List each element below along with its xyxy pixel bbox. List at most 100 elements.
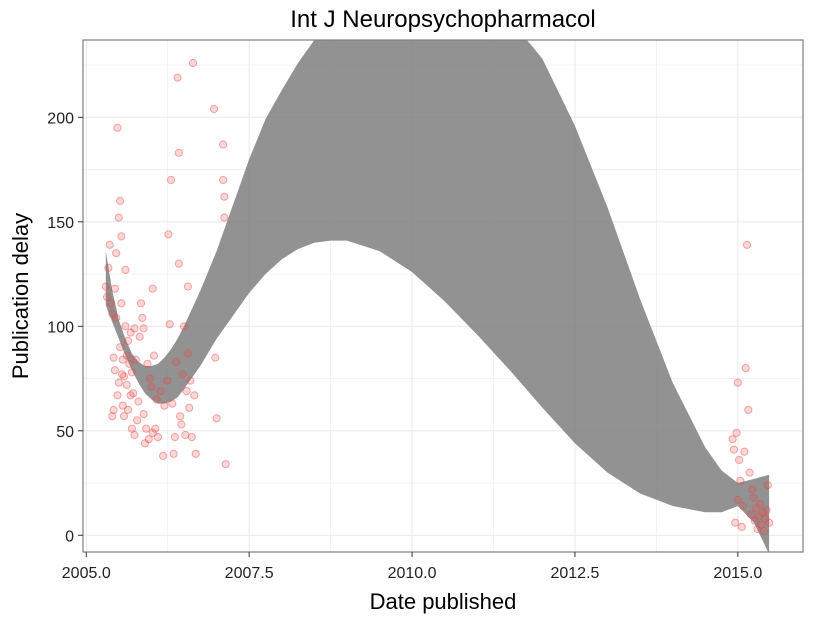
data-point <box>759 527 769 536</box>
data-point <box>160 401 169 410</box>
data-point <box>108 309 117 318</box>
data-point <box>187 433 196 442</box>
data-point <box>148 428 157 437</box>
data-point <box>172 357 181 366</box>
data-point <box>733 378 742 387</box>
data-point <box>176 412 185 421</box>
data-point <box>116 343 125 352</box>
y-axis: 0 50 100 150 200 <box>47 110 83 545</box>
data-point <box>129 389 138 398</box>
data-point <box>164 230 173 239</box>
data-point <box>109 405 118 414</box>
scatter-points <box>101 58 774 536</box>
data-point <box>166 175 176 185</box>
data-point <box>133 416 142 425</box>
data-point <box>119 412 129 421</box>
data-point <box>134 397 143 406</box>
data-point <box>220 192 229 201</box>
data-point <box>755 499 765 508</box>
data-point <box>149 351 159 360</box>
data-point <box>173 73 182 82</box>
data-point <box>142 424 151 433</box>
data-point <box>139 410 148 419</box>
data-point <box>109 353 118 362</box>
data-point <box>117 299 126 308</box>
data-point <box>220 213 229 222</box>
data-point <box>152 395 161 404</box>
y-tick-label: 150 <box>47 215 74 232</box>
data-point <box>737 522 746 532</box>
data-point <box>211 353 220 362</box>
data-point <box>741 364 750 373</box>
data-point <box>101 282 110 291</box>
data-point <box>190 391 199 400</box>
data-point <box>153 433 162 442</box>
data-point <box>174 259 183 268</box>
data-point <box>763 481 772 490</box>
data-point <box>729 445 739 454</box>
data-point <box>130 430 139 440</box>
data-point <box>219 140 228 149</box>
data-point <box>177 420 186 429</box>
data-point <box>143 359 152 368</box>
data-point <box>159 451 168 460</box>
data-point <box>761 514 770 523</box>
data-point <box>151 424 160 433</box>
data-point <box>744 405 753 414</box>
data-point <box>185 403 194 412</box>
x-tick-label: 2010.0 <box>388 565 437 582</box>
data-point <box>130 324 139 333</box>
data-point <box>156 387 165 396</box>
data-point <box>148 284 157 293</box>
data-point <box>131 355 140 364</box>
data-point <box>136 299 146 308</box>
data-point <box>114 378 123 387</box>
data-point <box>118 401 127 410</box>
data-point <box>146 374 155 383</box>
data-point <box>139 324 148 333</box>
data-point <box>754 512 763 521</box>
data-point <box>117 232 126 241</box>
data-point <box>219 175 228 185</box>
data-point <box>123 336 133 345</box>
data-point <box>165 320 174 329</box>
data-point <box>126 328 135 337</box>
panel-border <box>82 39 804 553</box>
y-tick-label: 0 <box>65 528 74 545</box>
data-point <box>732 428 741 437</box>
data-point <box>163 376 172 385</box>
data-point <box>122 380 131 389</box>
data-point <box>113 123 122 132</box>
data-point <box>186 376 195 385</box>
data-point <box>733 495 742 504</box>
chart-title: Int J Neuropsychopharmacol <box>290 6 595 33</box>
data-point <box>762 506 771 515</box>
data-point <box>112 313 121 322</box>
y-tick-label: 100 <box>47 319 74 336</box>
data-point <box>748 485 757 494</box>
data-point <box>753 524 762 534</box>
data-point <box>758 508 767 517</box>
y-tick-label: 200 <box>47 110 74 127</box>
data-point <box>140 439 149 448</box>
data-point <box>170 433 179 442</box>
data-point <box>742 240 752 249</box>
data-point <box>745 468 754 477</box>
data-point <box>121 322 130 331</box>
smooth-ribbon <box>105 40 770 552</box>
data-point <box>189 58 198 68</box>
data-point <box>221 460 230 469</box>
data-point <box>147 382 156 391</box>
data-point <box>121 265 130 274</box>
x-axis-label: Date published <box>370 589 517 614</box>
data-point <box>731 518 740 527</box>
data-point <box>118 370 127 379</box>
data-point <box>127 368 136 377</box>
data-point <box>182 387 191 396</box>
data-point <box>168 399 177 408</box>
data-point <box>169 449 178 458</box>
data-point <box>178 370 187 379</box>
x-axis: 2005.0 2007.5 2010.0 2012.5 2015.0 <box>62 552 762 582</box>
data-point <box>119 372 129 381</box>
